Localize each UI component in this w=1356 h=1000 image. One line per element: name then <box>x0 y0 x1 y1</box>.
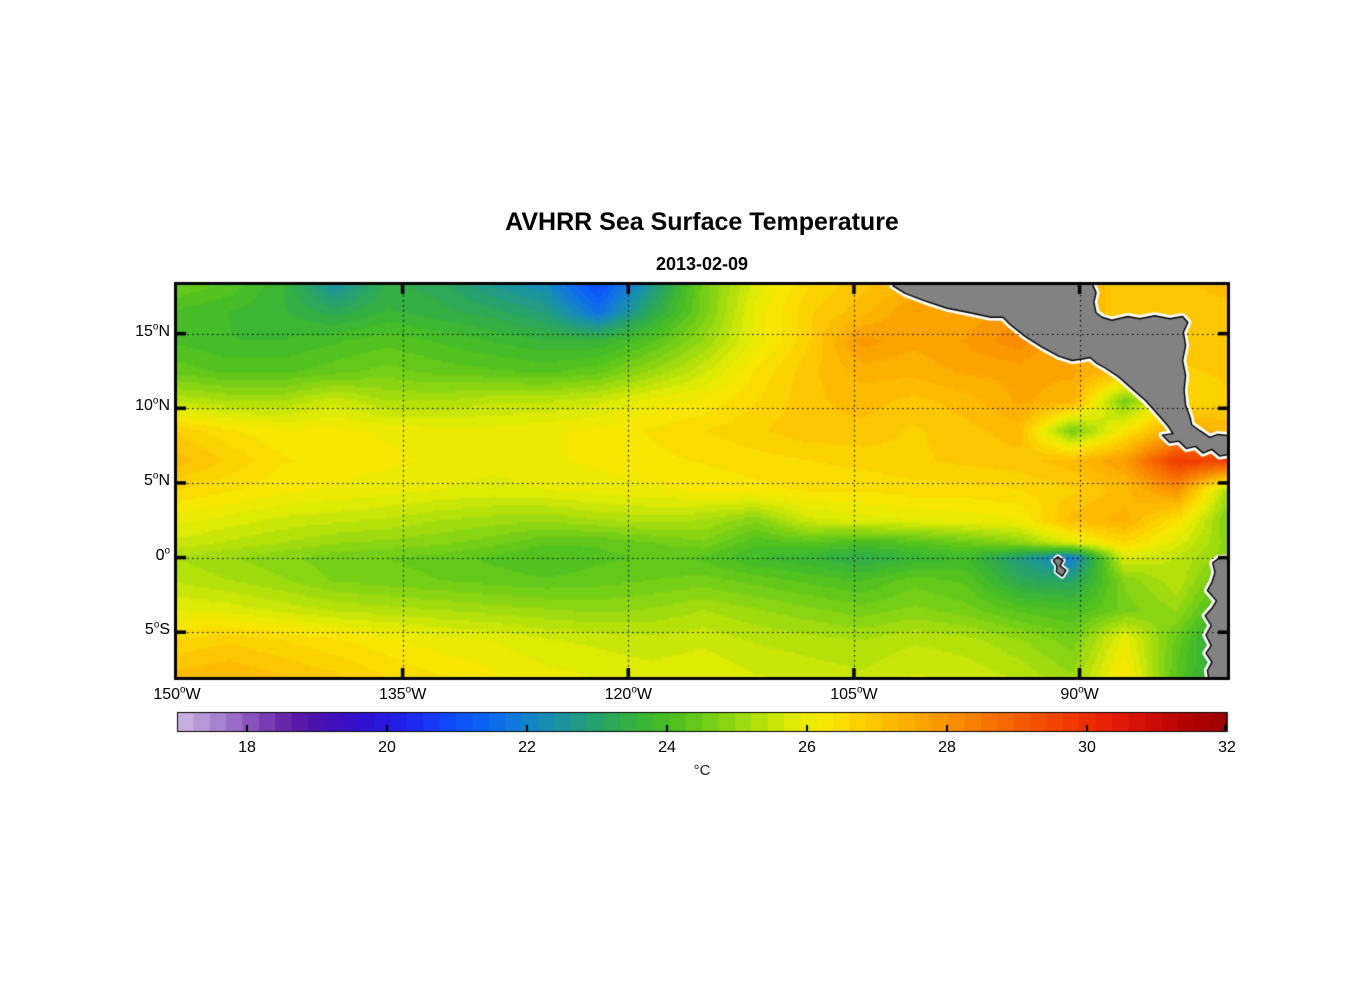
colorbar-tick-label: 24 <box>658 739 676 756</box>
date-subtitle: 2013-02-09 <box>655 254 749 274</box>
y-tick-label: 15oN <box>135 321 170 340</box>
y-tick-label: 10oN <box>135 395 170 415</box>
x-tick-label: 120oW <box>604 684 652 703</box>
colorbar-tick-label: 30 <box>1078 739 1096 756</box>
colorbar-tick-label: 18 <box>238 739 256 756</box>
y-tick-label: 5oN <box>144 470 170 489</box>
y-tick-label: 0o <box>155 545 170 564</box>
x-tick-label: 150oW <box>153 684 201 703</box>
colorbar-units-label: °C <box>693 762 711 779</box>
x-tick-label: 105oW <box>830 684 878 703</box>
colorbar-tick-label: 26 <box>798 739 816 756</box>
colorbar-tick-label: 32 <box>1218 739 1236 756</box>
page-title: AVHRR Sea Surface Temperature <box>505 208 899 236</box>
x-tick-label: 135oW <box>378 684 427 703</box>
y-tick-label: 5oS <box>144 619 170 639</box>
colorbar-tick-label: 28 <box>938 739 956 756</box>
x-tick-label: 90oW <box>1060 684 1099 703</box>
colorbar-tick-label: 22 <box>518 739 536 756</box>
colorbar-tick-label: 20 <box>378 739 396 756</box>
